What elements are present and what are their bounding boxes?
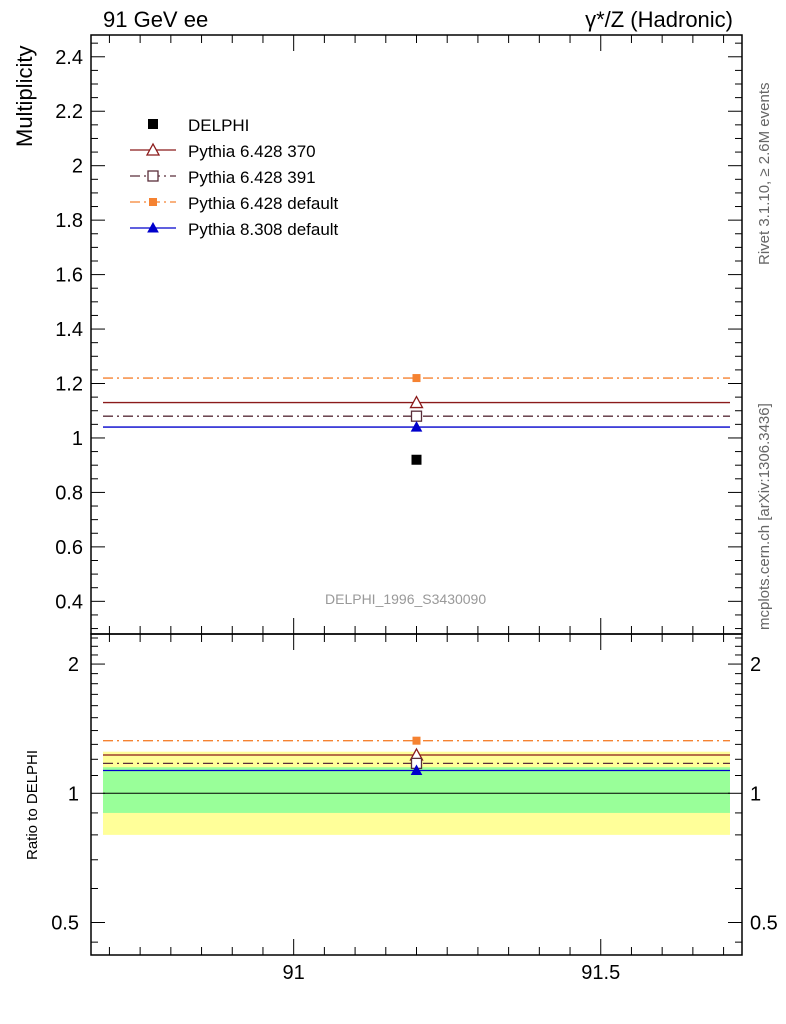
legend-label-3: Pythia 6.428 default [188,194,339,213]
legend-label-2: Pythia 6.428 391 [188,168,316,187]
main-y-tick-label: 1 [72,428,83,450]
ratio-y-tick-label: 0.5 [51,912,79,934]
legend-marker-1 [145,142,161,156]
main-y-tick-label: 0.8 [55,482,83,504]
ratio-y-tick-label-right: 1 [750,783,761,805]
legend-marker-delphi [148,119,158,129]
x-tick-label: 91.5 [581,962,620,984]
main-y-axis-label: Multiplicity [12,45,37,147]
legend-label-delphi: DELPHI [188,116,249,135]
main-y-tick-label: 1.6 [55,265,83,287]
main-y-tick-label: 2.2 [55,101,83,123]
main-y-tick-label: 1.4 [55,319,83,341]
data-point-delphi [411,454,422,465]
main-series-marker-3 [412,374,421,383]
legend-marker-2 [147,170,159,182]
legend-marker-4 [147,221,159,233]
main-series-marker-1 [409,395,424,409]
ratio-y-tick-label: 1 [68,783,79,805]
ratio-y-tick-label-right: 2 [750,654,761,676]
main-y-tick-label: 1.2 [55,374,83,396]
rivet-version-label: Rivet 3.1.10, ≥ 2.6M events [756,82,773,266]
main-y-tick-label: 0.4 [55,591,83,613]
header-left-label: 91 GeV ee [103,7,209,32]
x-tick-label: 91 [283,962,305,984]
header-right-label: γ*/Z (Hadronic) [585,7,733,32]
analysis-tag-label: DELPHI_1996_S3430090 [325,591,487,607]
ratio-series-marker-3 [412,736,421,745]
main-y-tick-label: 0.6 [55,537,83,559]
main-y-tick-label: 2.4 [55,47,83,69]
main-y-tick-label: 1.8 [55,210,83,232]
legend-label-4: Pythia 8.308 default [188,220,339,239]
ratio-series-marker-4 [410,764,423,775]
ratio-y-tick-label: 2 [68,654,79,676]
ratio-y-tick-label-right: 0.5 [750,912,778,934]
main-series-marker-4 [410,421,423,432]
legend-label-1: Pythia 6.428 370 [188,142,316,161]
main-y-tick-label: 2 [72,156,83,178]
legend-marker-3 [149,198,157,206]
main-series-marker-2 [410,410,423,422]
mcplots-reference-label: mcplots.cern.ch [arXiv:1306.3436] [756,403,773,630]
ratio-y-axis-label: Ratio to DELPHI [24,749,41,860]
